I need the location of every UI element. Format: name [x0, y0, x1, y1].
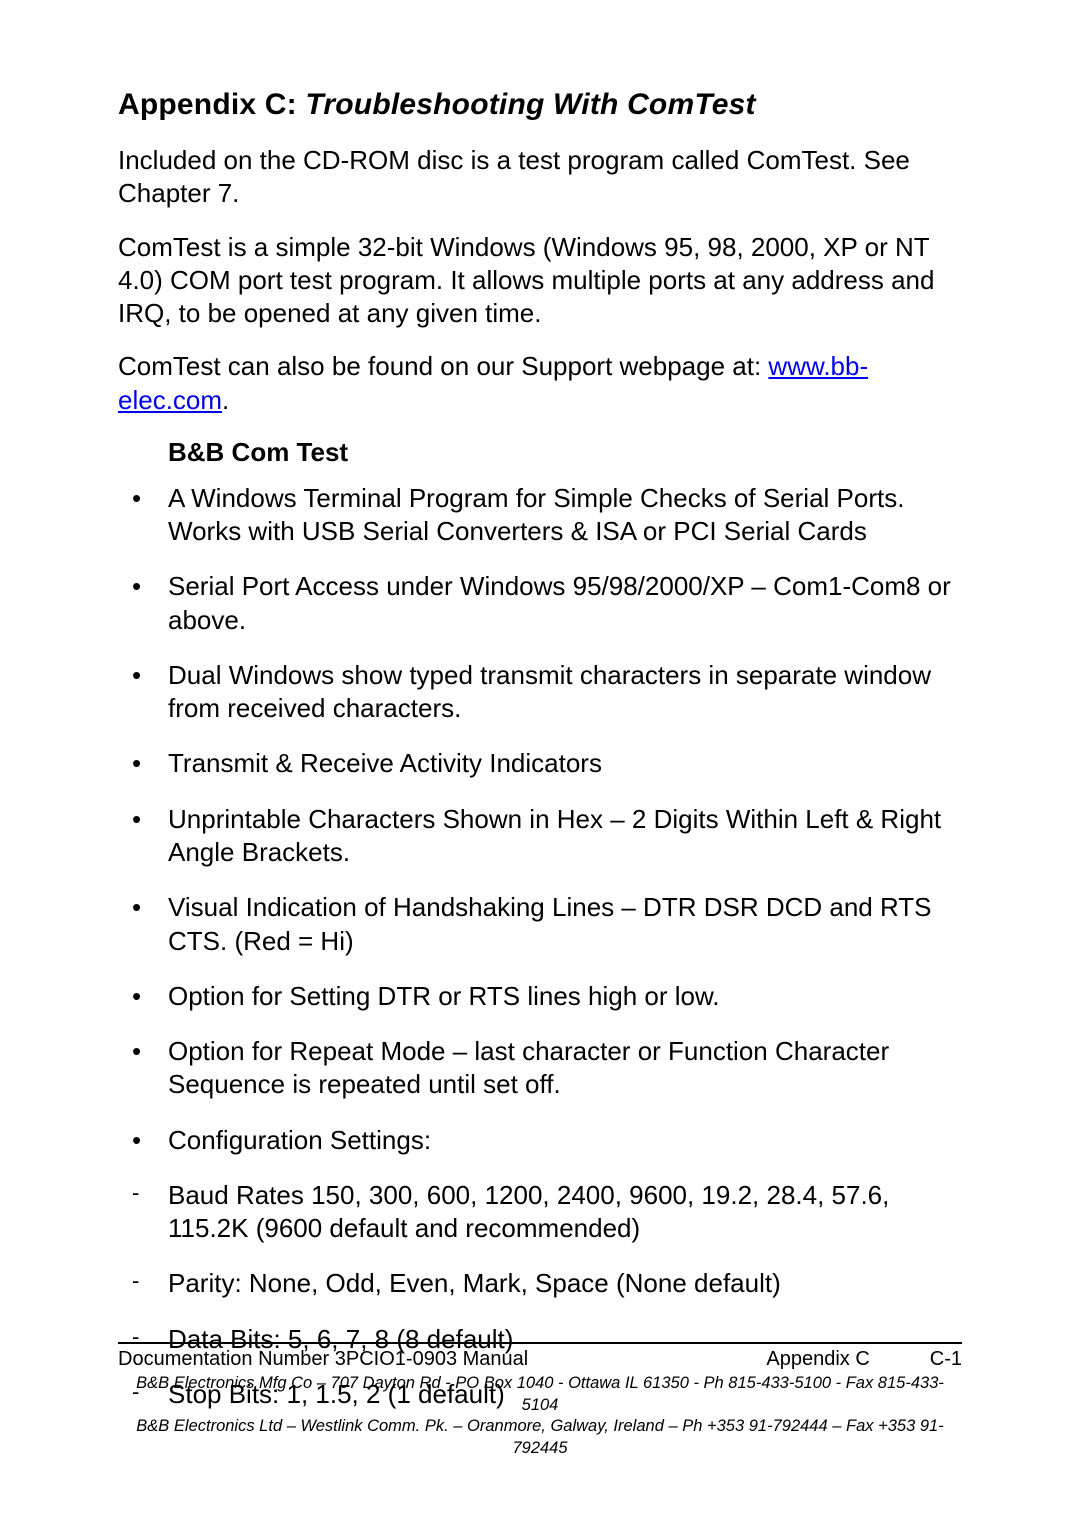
footer-rule — [118, 1342, 962, 1344]
list-item: Baud Rates 150, 300, 600, 1200, 2400, 96… — [118, 1179, 962, 1246]
title-prefix: Appendix C: — [118, 88, 305, 121]
subheading: B&B Com Test — [168, 437, 962, 468]
list-item: Serial Port Access under Windows 95/98/2… — [118, 570, 962, 637]
paragraph-3: ComTest can also be found on our Support… — [118, 350, 962, 417]
paragraph-3-suffix: . — [222, 385, 229, 415]
list-item: Option for Repeat Mode – last character … — [118, 1035, 962, 1102]
list-item: Transmit & Receive Activity Indicators — [118, 747, 962, 780]
appendix-title: Appendix C: Troubleshooting With ComTest — [118, 88, 962, 122]
paragraph-3-text: ComTest can also be found on our Support… — [118, 351, 768, 381]
paragraph-2: ComTest is a simple 32-bit Windows (Wind… — [118, 231, 962, 331]
footer-doc-number: Documentation Number 3PCIO1-0903 Manual — [118, 1348, 736, 1371]
list-item: Option for Setting DTR or RTS lines high… — [118, 980, 962, 1013]
footer-line-1: Documentation Number 3PCIO1-0903 Manual … — [118, 1348, 962, 1371]
feature-list: A Windows Terminal Program for Simple Ch… — [118, 482, 962, 1411]
footer-address-1: B&B Electronics Mfg Co – 707 Dayton Rd -… — [118, 1373, 962, 1416]
footer-address-2: B&B Electronics Ltd – Westlink Comm. Pk.… — [118, 1416, 962, 1459]
title-italic: Troubleshooting With ComTest — [305, 88, 755, 121]
list-item: Unprintable Characters Shown in Hex – 2 … — [118, 803, 962, 870]
list-item: A Windows Terminal Program for Simple Ch… — [118, 482, 962, 549]
list-item: Parity: None, Odd, Even, Mark, Space (No… — [118, 1267, 962, 1300]
page-footer: Documentation Number 3PCIO1-0903 Manual … — [118, 1342, 962, 1459]
list-item: Dual Windows show typed transmit charact… — [118, 659, 962, 726]
list-item: Configuration Settings: — [118, 1124, 962, 1157]
footer-appendix: Appendix C — [736, 1348, 929, 1371]
paragraph-1: Included on the CD-ROM disc is a test pr… — [118, 144, 962, 211]
list-item: Visual Indication of Handshaking Lines –… — [118, 891, 962, 958]
footer-page-number: C-1 — [930, 1348, 962, 1371]
